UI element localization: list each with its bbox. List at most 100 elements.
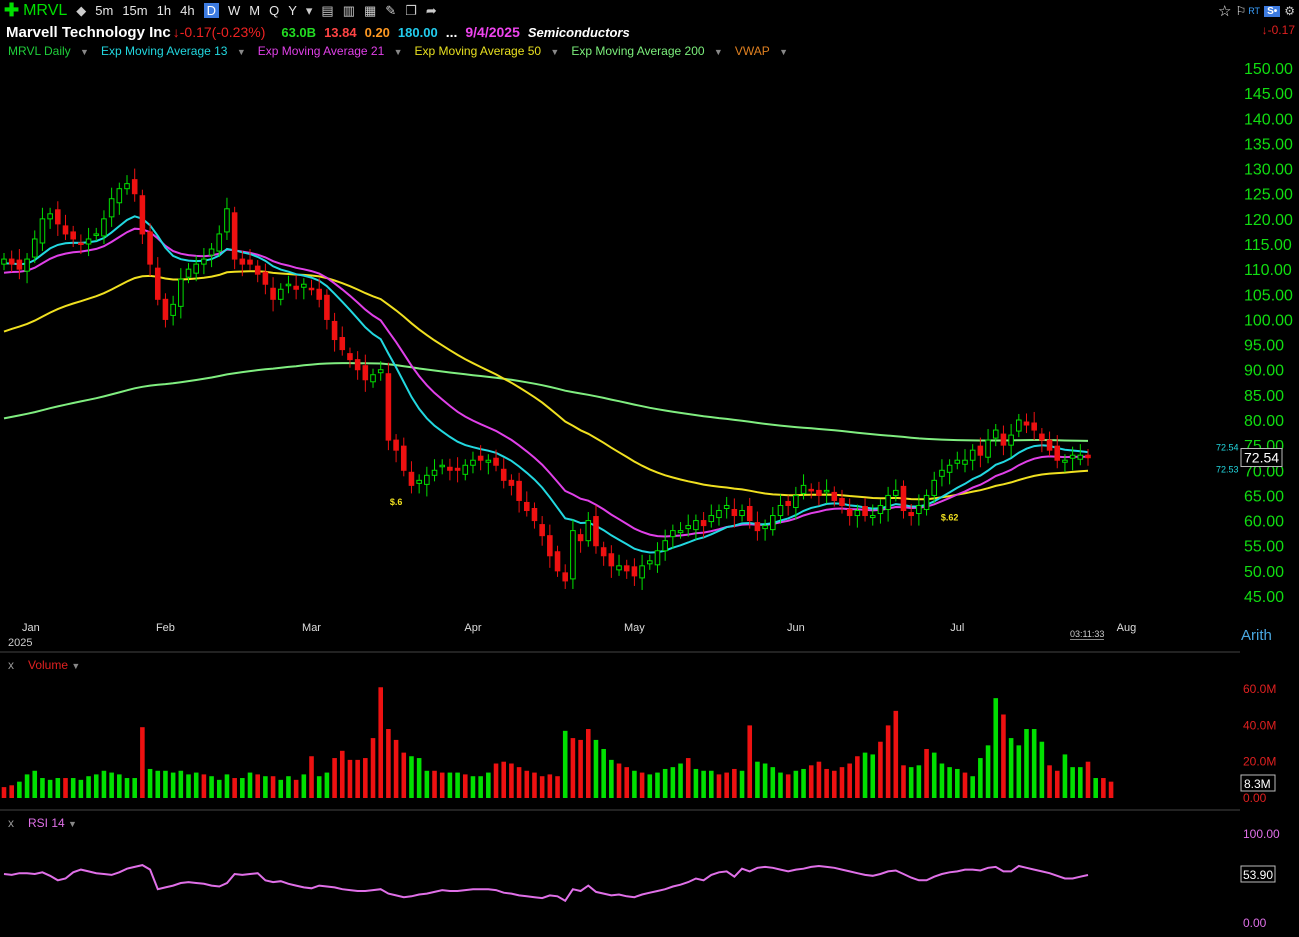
stock-badge[interactable]: S•: [1264, 5, 1281, 17]
candle-body: [562, 572, 569, 582]
candle-body: [923, 494, 930, 511]
volume-bar: [755, 761, 760, 798]
volume-bar: [509, 763, 514, 798]
volume-bar: [370, 738, 376, 798]
interval-1h[interactable]: 1h: [156, 3, 172, 18]
legend-ema21[interactable]: Exp Moving Average 21 ▼: [257, 44, 403, 58]
y-tick-label: 50.00: [1244, 564, 1284, 581]
candle-body: [55, 209, 61, 225]
y-tick-label: 80.00: [1244, 413, 1284, 430]
interval-w[interactable]: W: [227, 3, 241, 18]
volume-bar: [1070, 767, 1075, 798]
legend-mrvl-daily[interactable]: MRVL Daily ▼: [8, 44, 89, 58]
volume-bar: [539, 776, 545, 798]
rsi-label[interactable]: RSI 14 ▼: [28, 816, 77, 830]
volume-bar: [716, 774, 722, 798]
candle-body: [854, 510, 861, 517]
rsi-close-icon[interactable]: x: [8, 816, 14, 830]
market-cap: 63.0B: [281, 24, 317, 40]
candle-body: [101, 218, 107, 237]
volume-close-icon[interactable]: x: [8, 658, 14, 672]
interval-d[interactable]: D: [203, 3, 219, 18]
candle-body: [1069, 454, 1076, 459]
y-tick-label: 115.00: [1244, 237, 1292, 254]
interval-y[interactable]: Y: [288, 3, 297, 18]
x-tick-label: Aug: [1117, 622, 1137, 634]
volume-bar: [255, 774, 260, 798]
volume-bar: [70, 778, 76, 798]
ema21-line: [3, 227, 1089, 538]
interval-4h[interactable]: 4h: [180, 3, 195, 18]
star-icon[interactable]: ☆: [1218, 3, 1232, 20]
candle-body: [816, 489, 822, 496]
volume-tick-label: 60.0M: [1243, 682, 1276, 696]
candle-body: [800, 484, 807, 494]
gear-icon[interactable]: ⚙: [1284, 4, 1295, 18]
interval-m[interactable]: M: [249, 3, 261, 18]
candle-body: [93, 233, 100, 236]
volume-bar: [1108, 781, 1114, 798]
indicator-icon[interactable]: ▦: [364, 2, 377, 18]
y-tick-label: 150.00: [1244, 61, 1293, 78]
volume-bar: [401, 752, 407, 798]
indicator-legend: MRVL Daily ▼ Exp Moving Average 13 ▼ Exp…: [8, 44, 800, 60]
legend-ema50[interactable]: Exp Moving Average 50 ▼: [414, 44, 560, 58]
volume-bar: [878, 741, 883, 798]
chart-type-icon[interactable]: ▤: [321, 2, 334, 18]
volume-bar: [270, 776, 276, 798]
candle-body: [547, 535, 553, 557]
bar-style-icon[interactable]: ▥: [342, 2, 355, 18]
volume-bar: [363, 758, 368, 798]
candle-body: [793, 494, 799, 508]
candle-body: [24, 258, 30, 272]
candle-body: [362, 365, 369, 381]
interval-q[interactable]: Q: [269, 3, 280, 18]
candle-body: [400, 445, 407, 471]
flag-icon[interactable]: ⚐: [1235, 4, 1247, 18]
volume-bar: [585, 729, 591, 798]
quote-icon[interactable]: ◆: [76, 2, 87, 18]
volume-bar: [555, 776, 560, 798]
candle-body: [331, 320, 338, 341]
candle-body: [39, 218, 46, 244]
interval-15m[interactable]: 15m: [122, 3, 148, 18]
volume-bar: [416, 758, 422, 798]
candle-body: [839, 497, 845, 506]
earnings-date: 9/4/2025: [465, 24, 520, 40]
candle-body: [470, 459, 476, 466]
rsi-value-label: 53.90: [1243, 868, 1273, 882]
volume-bar: [685, 758, 691, 798]
add-symbol-icon[interactable]: ✚: [4, 0, 20, 20]
volume-bar: [701, 770, 706, 798]
legend-ema13[interactable]: Exp Moving Average 13 ▼: [100, 44, 246, 58]
legend-vwap[interactable]: VWAP ▼: [734, 44, 788, 58]
candle-body: [485, 459, 492, 463]
candle-body: [708, 515, 715, 523]
volume-bar: [955, 768, 960, 798]
chat-icon[interactable]: ❐: [405, 2, 417, 18]
last-price-label: 72.54: [1244, 450, 1279, 466]
volume-bar: [678, 763, 683, 798]
dropdown-icon[interactable]: ▾: [305, 2, 313, 18]
candle-body: [962, 459, 968, 465]
candle-body: [1016, 419, 1022, 432]
volume-bar: [247, 772, 253, 798]
scale-toggle[interactable]: Arith: [1241, 627, 1272, 644]
candle-body: [908, 512, 914, 517]
volume-label[interactable]: Volume ▼: [28, 658, 81, 672]
symbol-input[interactable]: MRVL: [23, 1, 68, 19]
candle-body: [523, 501, 530, 512]
candle-body: [85, 238, 92, 245]
share-icon[interactable]: ➦: [425, 2, 437, 18]
legend-ema200[interactable]: Exp Moving Average 200 ▼: [571, 44, 723, 58]
ellipsis[interactable]: ...: [445, 24, 458, 40]
pencil-icon[interactable]: ✎: [385, 2, 397, 18]
y-tick-label: 90.00: [1244, 363, 1284, 380]
volume-bar: [40, 778, 45, 798]
candle-body: [808, 488, 815, 492]
candle-body: [670, 530, 676, 538]
interval-5m[interactable]: 5m: [95, 3, 114, 18]
right-change: ↓-0.17: [1261, 23, 1295, 37]
candle-body: [447, 466, 453, 471]
